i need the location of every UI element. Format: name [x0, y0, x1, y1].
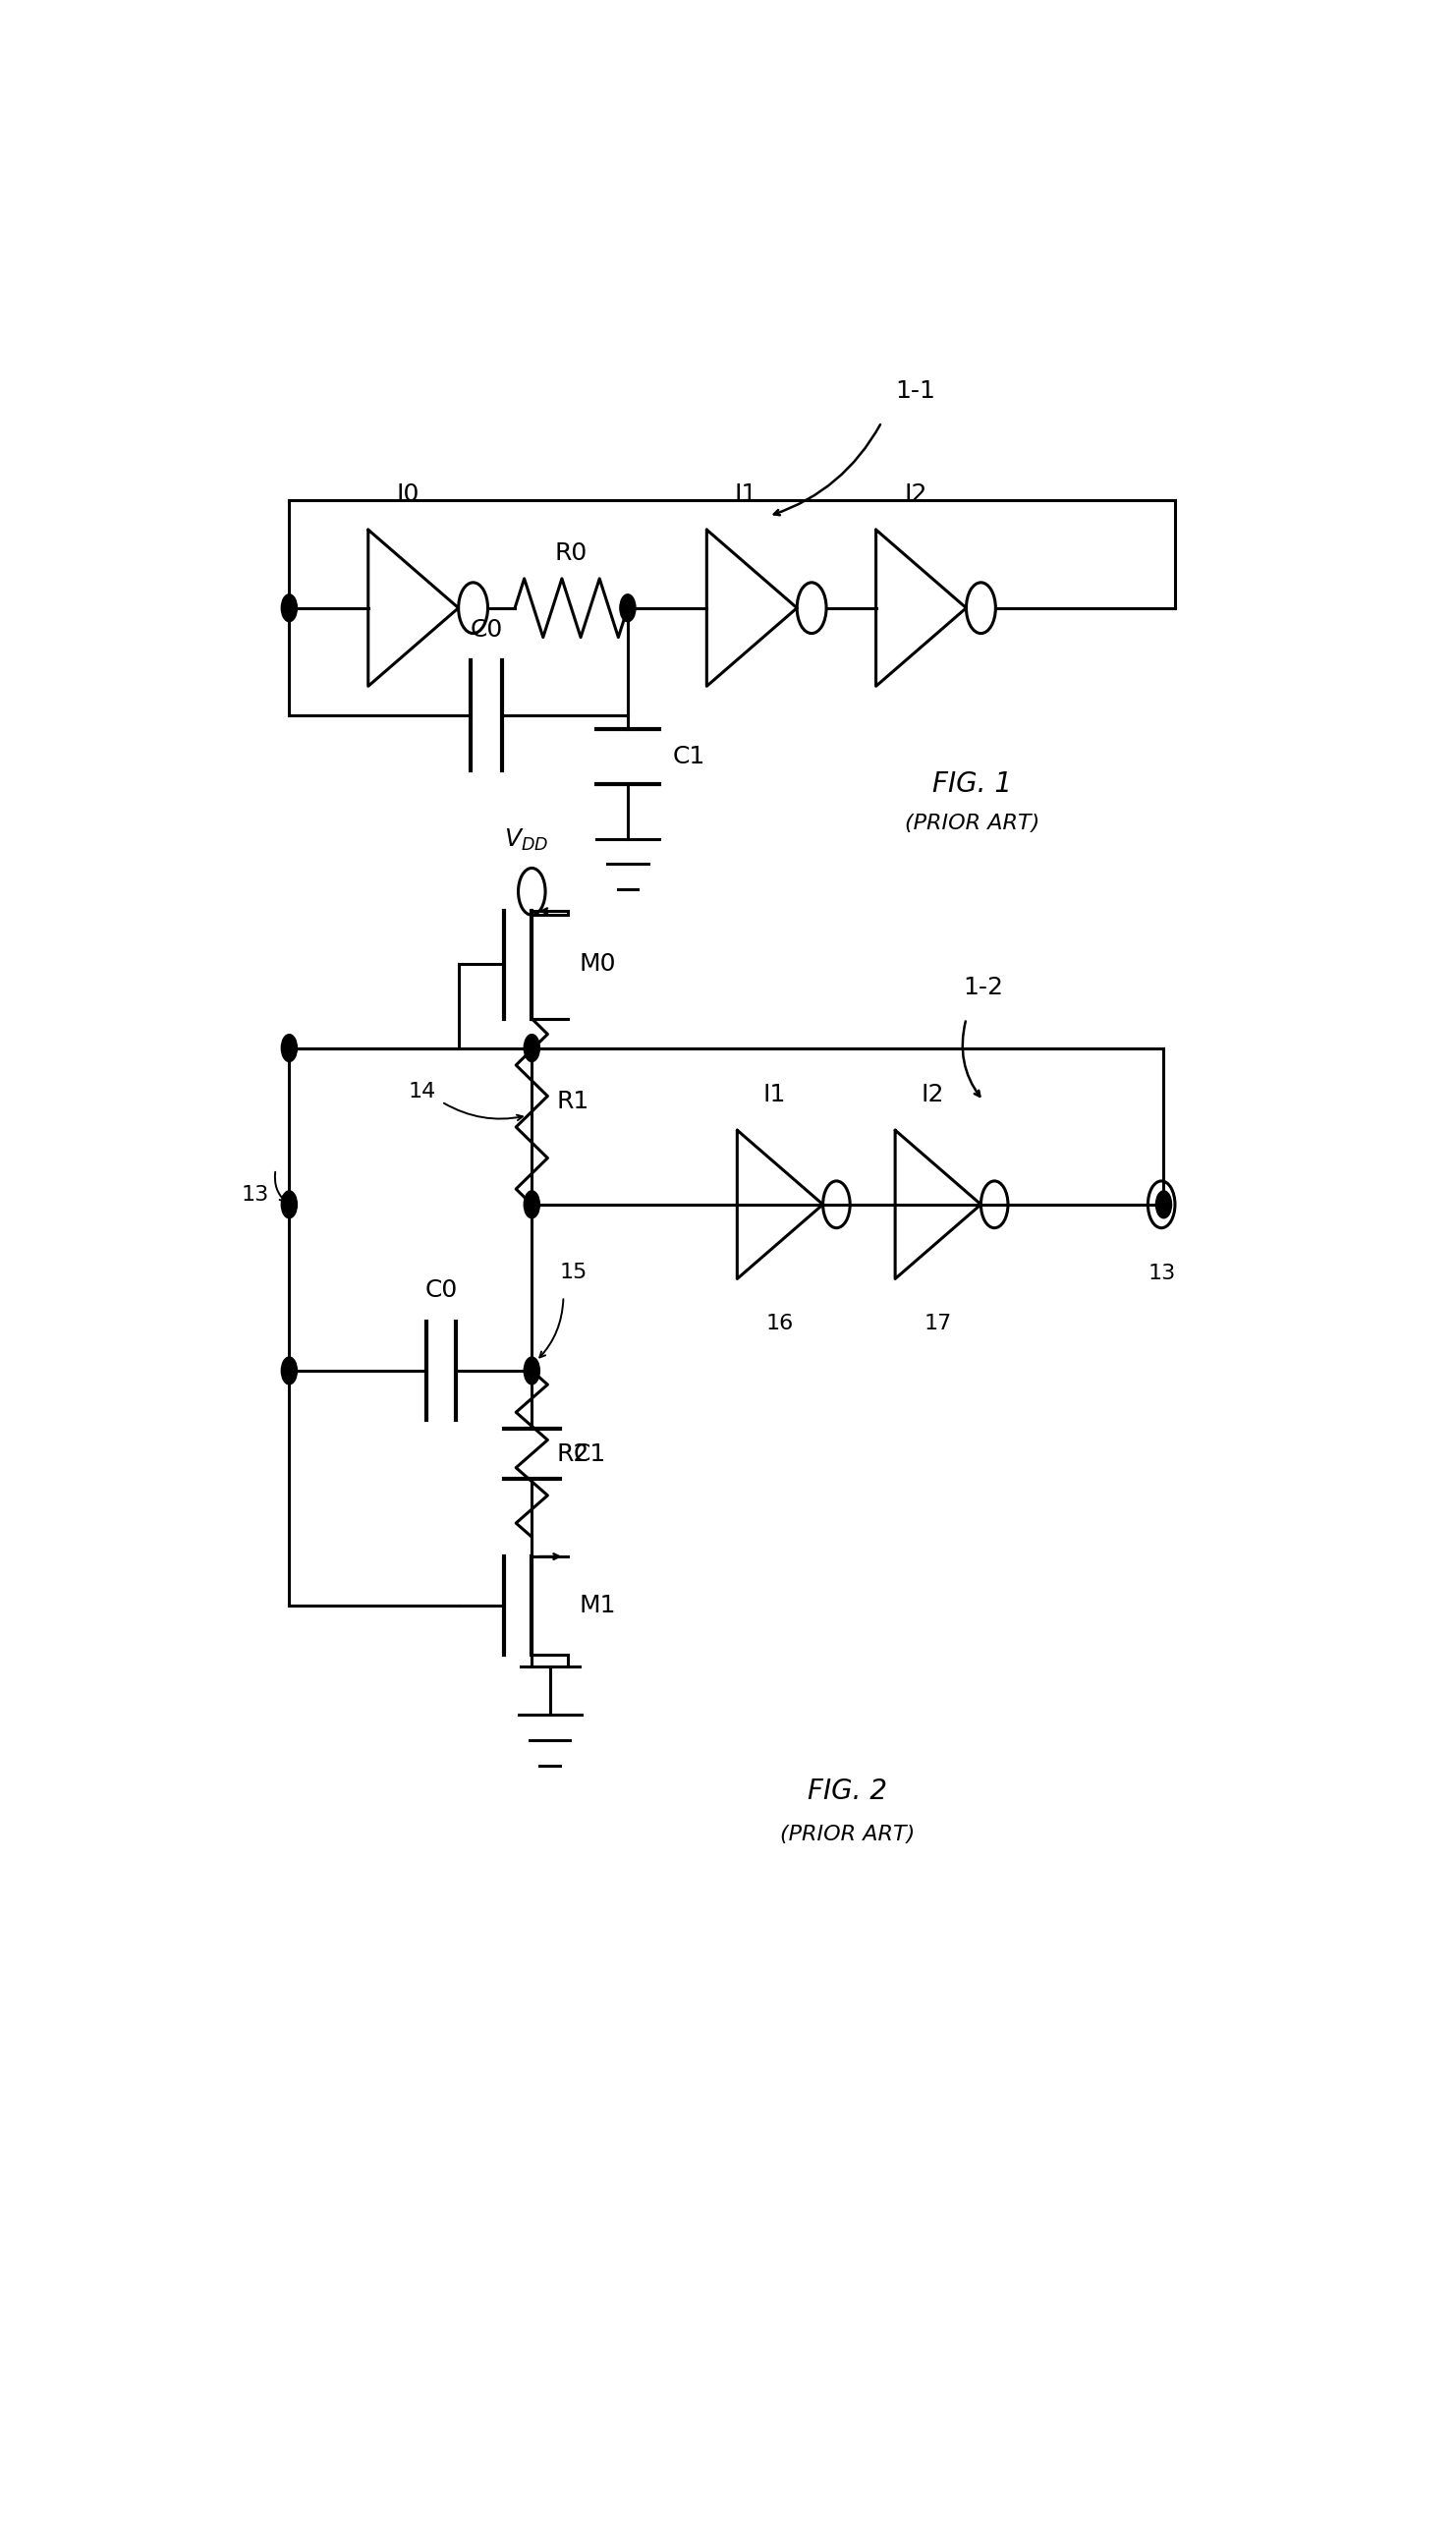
Text: 16: 16 — [766, 1313, 794, 1334]
Text: R1: R1 — [556, 1090, 590, 1113]
Text: C0: C0 — [470, 617, 502, 640]
Circle shape — [524, 1034, 540, 1062]
Text: C0: C0 — [425, 1278, 457, 1303]
Text: C1: C1 — [673, 744, 706, 770]
Text: C1: C1 — [574, 1443, 606, 1466]
Text: (PRIOR ART): (PRIOR ART) — [780, 1824, 916, 1844]
Text: 15: 15 — [561, 1262, 588, 1283]
Text: I1: I1 — [735, 483, 757, 505]
Text: 1-1: 1-1 — [895, 378, 936, 401]
Circle shape — [281, 1034, 297, 1062]
Text: I2: I2 — [920, 1082, 943, 1107]
Text: I2: I2 — [904, 483, 927, 505]
Text: $V_{DD}$: $V_{DD}$ — [504, 826, 549, 853]
Circle shape — [1156, 1191, 1172, 1219]
Circle shape — [281, 594, 297, 622]
Text: R2: R2 — [556, 1443, 590, 1466]
Text: 17: 17 — [925, 1313, 952, 1334]
Circle shape — [281, 1191, 297, 1219]
Circle shape — [524, 1356, 540, 1384]
Text: (PRIOR ART): (PRIOR ART) — [904, 813, 1040, 833]
Text: FIG. 2: FIG. 2 — [808, 1778, 888, 1806]
Text: R0: R0 — [555, 541, 588, 564]
Text: FIG. 1: FIG. 1 — [932, 770, 1012, 798]
Text: M0: M0 — [579, 952, 616, 975]
Circle shape — [620, 594, 636, 622]
Text: 13: 13 — [242, 1184, 269, 1204]
Text: M1: M1 — [579, 1593, 616, 1618]
Text: I0: I0 — [396, 483, 419, 505]
Text: I1: I1 — [763, 1082, 786, 1107]
Text: 13: 13 — [1147, 1262, 1175, 1283]
Circle shape — [524, 1191, 540, 1219]
Circle shape — [281, 1356, 297, 1384]
Text: 14: 14 — [408, 1082, 435, 1102]
Text: 1-2: 1-2 — [962, 975, 1003, 998]
